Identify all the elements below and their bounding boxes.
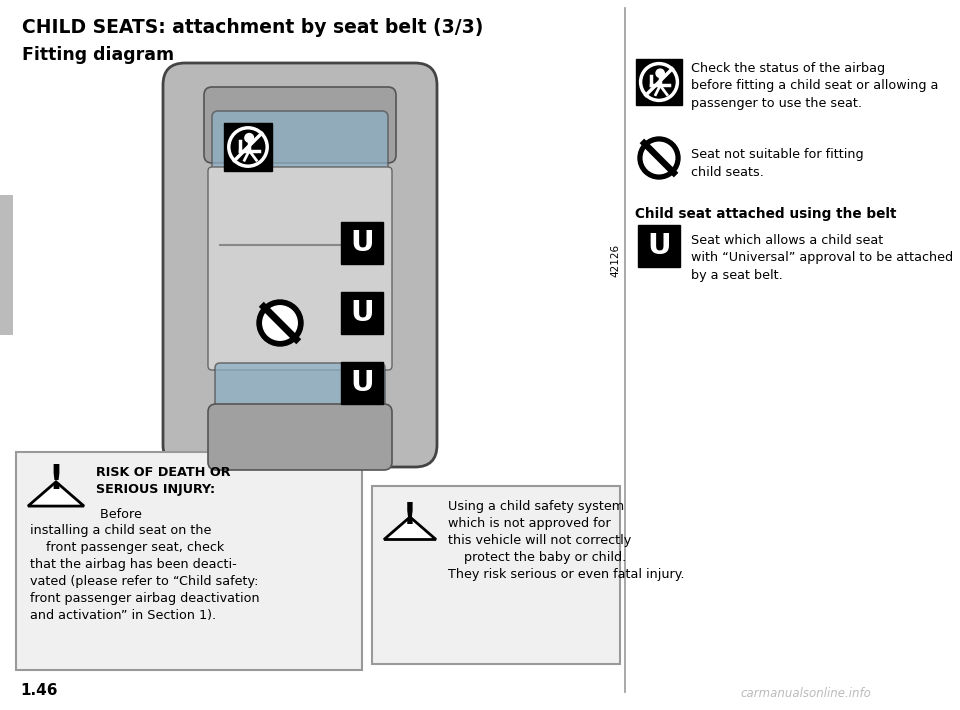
- Text: 1.46: 1.46: [20, 683, 58, 698]
- Text: !: !: [403, 501, 417, 530]
- Bar: [341, 362, 383, 404]
- Text: Seat not suitable for fitting
child seats.: Seat not suitable for fitting child seat…: [691, 148, 864, 178]
- Bar: [636, 59, 682, 105]
- Text: Check the status of the airbag
before fitting a child seat or allowing a
passeng: Check the status of the airbag before fi…: [691, 62, 938, 110]
- Bar: [341, 292, 383, 334]
- Circle shape: [257, 300, 303, 346]
- Text: carmanualsonline.info: carmanualsonline.info: [740, 687, 871, 700]
- Text: 42126: 42126: [610, 244, 620, 277]
- Bar: [16, 452, 362, 670]
- FancyBboxPatch shape: [215, 363, 385, 415]
- Text: U: U: [350, 299, 373, 327]
- Text: U: U: [647, 232, 671, 260]
- FancyBboxPatch shape: [163, 63, 437, 467]
- Circle shape: [638, 137, 680, 179]
- Polygon shape: [28, 482, 84, 506]
- Text: Fitting diagram: Fitting diagram: [22, 46, 174, 64]
- Text: Seat which allows a child seat
with “Universal” approval to be attached
by a sea: Seat which allows a child seat with “Uni…: [691, 234, 953, 282]
- Bar: [341, 222, 383, 264]
- Circle shape: [245, 133, 253, 142]
- Circle shape: [263, 306, 298, 340]
- Text: RISK OF DEATH OR
SERIOUS INJURY:: RISK OF DEATH OR SERIOUS INJURY:: [96, 466, 230, 496]
- Text: Child seat attached using the belt: Child seat attached using the belt: [635, 207, 897, 221]
- Bar: [372, 486, 620, 664]
- Bar: [0, 195, 13, 335]
- Circle shape: [643, 142, 675, 174]
- Circle shape: [656, 69, 664, 77]
- Text: CHILD SEATS: attachment by seat belt (3/3): CHILD SEATS: attachment by seat belt (3/…: [22, 18, 484, 37]
- FancyBboxPatch shape: [208, 404, 392, 470]
- Text: Before: Before: [96, 508, 142, 521]
- Bar: [224, 123, 272, 171]
- Polygon shape: [384, 517, 436, 540]
- FancyBboxPatch shape: [212, 111, 388, 175]
- Text: Using a child safety system
which is not approved for
this vehicle will not corr: Using a child safety system which is not…: [448, 500, 684, 581]
- Text: !: !: [49, 464, 63, 496]
- FancyBboxPatch shape: [208, 167, 392, 370]
- Bar: [638, 225, 680, 267]
- Text: U: U: [350, 229, 373, 257]
- Text: installing a child seat on the
    front passenger seat, check
that the airbag h: installing a child seat on the front pas…: [30, 524, 259, 622]
- Text: U: U: [350, 369, 373, 397]
- FancyBboxPatch shape: [204, 87, 396, 163]
